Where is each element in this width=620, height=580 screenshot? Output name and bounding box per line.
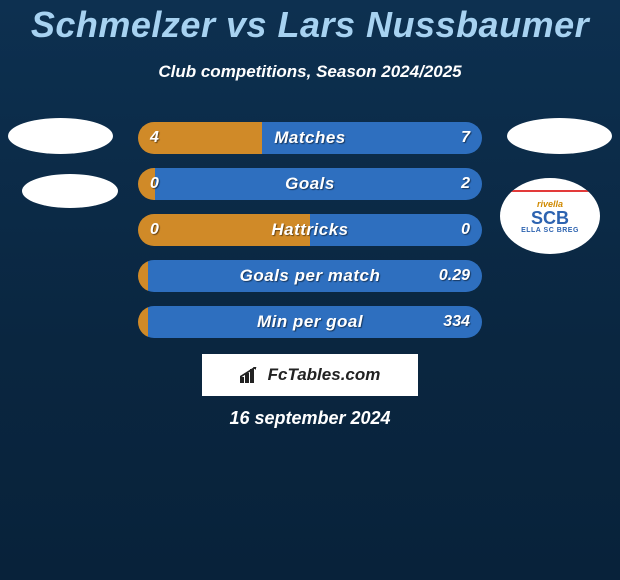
bar-row: 00Hattricks — [138, 214, 482, 246]
bar-label: Goals — [138, 168, 482, 200]
badge-rivella: rivella — [537, 199, 563, 209]
brand-bars-icon — [240, 367, 262, 383]
brand-text: FcTables.com — [268, 365, 381, 385]
bar-label: Matches — [138, 122, 482, 154]
player-badge-left-bottom — [22, 174, 118, 208]
badge-scb: SCB — [531, 209, 569, 227]
comparison-bars: 47Matches 02Goals 00Hattricks 0.29Goals per… — [138, 122, 482, 352]
bar-label: Min per goal — [138, 306, 482, 338]
bar-label: Hattricks — [138, 214, 482, 246]
bar-row: 334Min per goal — [138, 306, 482, 338]
brand-box[interactable]: FcTables.com — [202, 354, 418, 396]
bar-row: 47Matches — [138, 122, 482, 154]
club-badge-right-bottom: rivella SCB ELLA SC BREG — [500, 178, 600, 254]
bar-label: Goals per match — [138, 260, 482, 292]
page-title: Schmelzer vs Lars Nussbaumer — [0, 4, 620, 46]
badge-stripe — [500, 190, 600, 192]
bar-row: 0.29Goals per match — [138, 260, 482, 292]
player-badge-left-top — [8, 118, 113, 154]
badge-bregenz: ELLA SC BREG — [521, 227, 579, 234]
date-text: 16 september 2024 — [0, 408, 620, 429]
player-badge-right-top — [507, 118, 612, 154]
bar-row: 02Goals — [138, 168, 482, 200]
page-subtitle: Club competitions, Season 2024/2025 — [0, 62, 620, 82]
